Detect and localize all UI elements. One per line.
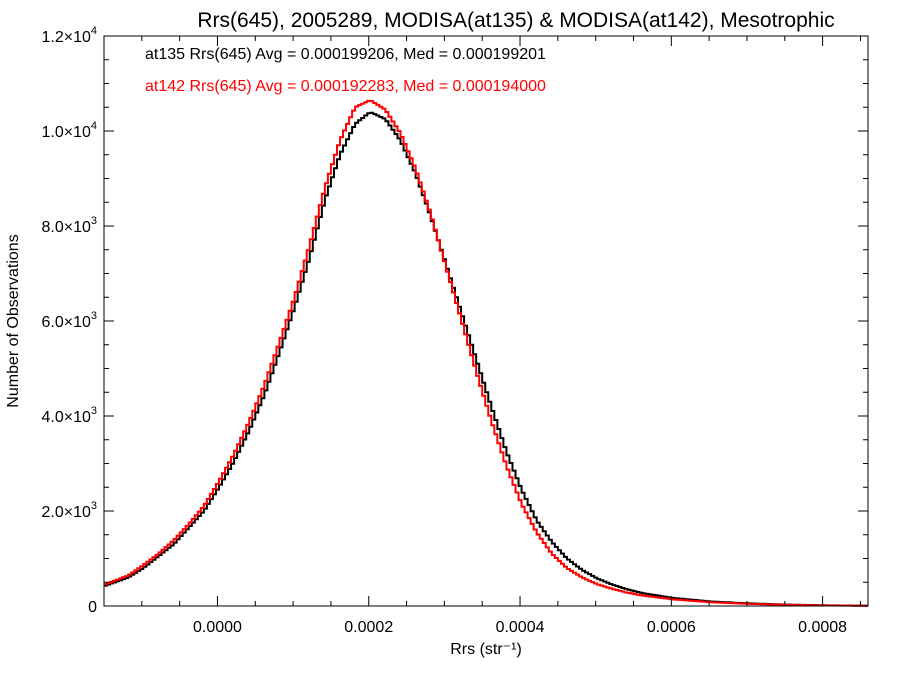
y-tick-mantissa: 1.0×10 — [41, 124, 90, 141]
y-tick-mantissa: 6.0×10 — [41, 314, 90, 331]
chart-title: Rrs(645), 2005289, MODISA(at135) & MODIS… — [197, 9, 834, 32]
series-at142-line — [104, 99, 868, 607]
y-tick-exponent: 4 — [91, 120, 97, 132]
y-tick-exponent: 3 — [91, 500, 97, 512]
y-tick-label: 8.0×103 — [41, 215, 97, 236]
y-tick-label: 6.0×103 — [41, 310, 97, 331]
y-tick-mantissa: 2.0×10 — [41, 504, 90, 521]
y-tick-mantissa: 1.2×10 — [41, 29, 90, 46]
x-axis-label: Rrs (str⁻¹) — [450, 641, 522, 658]
x-tick-label: 0.0004 — [496, 619, 545, 636]
y-tick-label: 1.2×104 — [41, 25, 97, 46]
y-tick-exponent: 3 — [91, 310, 97, 322]
series-at135-line — [104, 111, 868, 607]
y-tick-label: 4.0×103 — [41, 405, 97, 426]
x-tick-label: 0.0006 — [647, 619, 696, 636]
y-tick-mantissa: 8.0×10 — [41, 219, 90, 236]
y-tick-label: 0 — [88, 599, 97, 616]
y-tick-exponent: 3 — [91, 405, 97, 417]
legend-at135: at135 Rrs(645) Avg = 0.000199206, Med = … — [145, 46, 546, 63]
y-axis-label: Number of Observations — [5, 234, 22, 407]
x-tick-label: 0.0008 — [798, 619, 847, 636]
y-axis: 02.0×1034.0×1036.0×1038.0×1031.0×1041.2×… — [41, 25, 868, 616]
y-tick-mantissa: 0 — [88, 599, 97, 616]
y-tick-mantissa: 4.0×10 — [41, 409, 90, 426]
plot-frame — [103, 35, 869, 607]
y-tick-exponent: 3 — [91, 215, 97, 227]
x-tick-label: 0.0002 — [344, 619, 393, 636]
y-tick-exponent: 4 — [91, 25, 97, 37]
plot-area — [104, 99, 868, 607]
legend-at142: at142 Rrs(645) Avg = 0.000192283, Med = … — [145, 78, 546, 95]
y-tick-label: 2.0×103 — [41, 500, 97, 521]
x-tick-label: 0.0000 — [193, 619, 242, 636]
y-tick-label: 1.0×104 — [41, 120, 97, 141]
x-axis: 0.0000 0.0002 0.0004 0.0006 0.0008 — [141, 36, 861, 636]
